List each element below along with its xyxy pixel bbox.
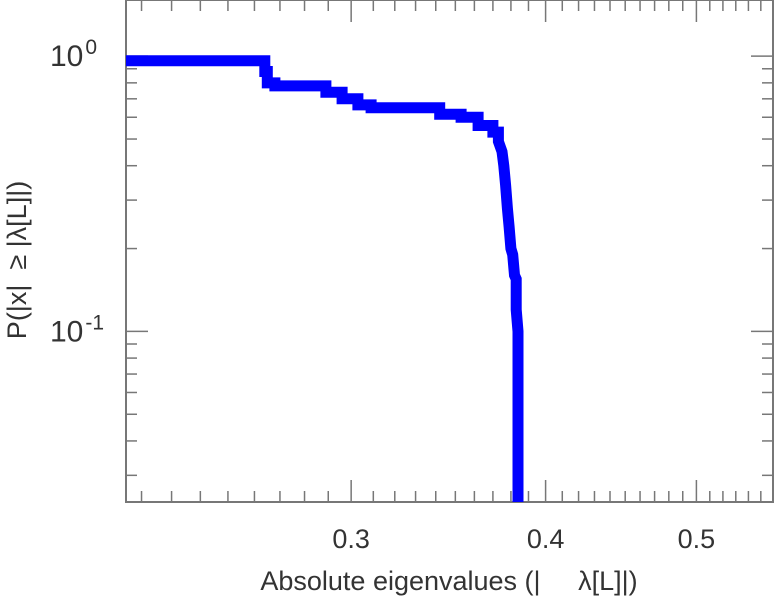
x-tick-label: 0.4 [527,524,565,554]
tick-marks [126,0,773,502]
plot-area-frame [125,0,774,503]
x-axis-label: Absolute eigenvalues (| λ[L]|) [260,566,637,596]
x-tick-label: 0.3 [332,524,370,554]
y-tick-label: 10-1 [50,311,104,348]
x-tick-label: 0.5 [678,524,716,554]
y-tick-label: 100 [50,36,97,73]
y-axis-label: P(|x| ≥ |λ[L]|) [2,181,32,339]
series-line [126,55,524,502]
tick-labels: 0.3 0.4 0.5 100 10-1 [50,36,715,554]
series-layer [126,55,524,502]
